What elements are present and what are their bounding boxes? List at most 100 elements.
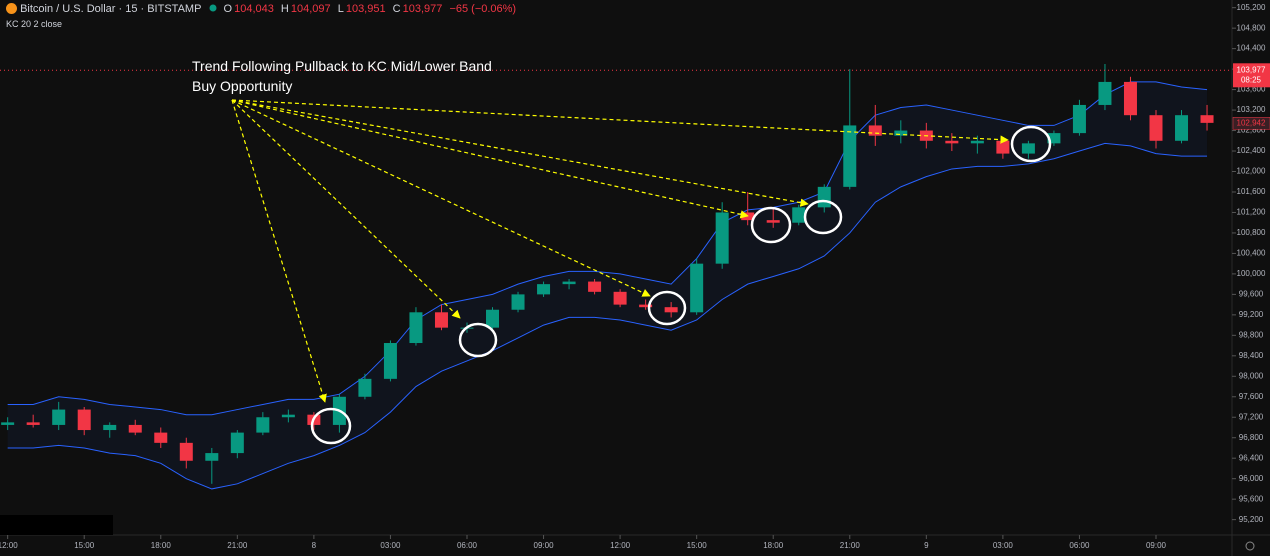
ohlc-value: 103,977 bbox=[402, 3, 443, 15]
annotation-text: Trend Following Pullback to KC Mid/Lower… bbox=[192, 56, 492, 96]
candle-body bbox=[970, 140, 984, 144]
candle-body bbox=[256, 417, 270, 433]
candle-body bbox=[205, 453, 219, 461]
candle-body bbox=[281, 414, 295, 418]
ohlc-key: O bbox=[223, 3, 233, 15]
y-tick-label: 102,400 bbox=[1237, 146, 1266, 155]
x-tick-label: 21:00 bbox=[840, 541, 861, 550]
candle-body bbox=[996, 140, 1010, 154]
candle-body bbox=[715, 212, 729, 264]
candle-body bbox=[154, 432, 168, 443]
status-dot bbox=[209, 4, 217, 12]
candle-body bbox=[1123, 81, 1137, 116]
candle-body bbox=[537, 284, 551, 295]
y-tick-label: 95,600 bbox=[1239, 494, 1264, 503]
annotation-arrow bbox=[231, 99, 327, 403]
candle-body bbox=[1, 422, 15, 425]
plot-area bbox=[1, 63, 1214, 490]
band-fill bbox=[7, 81, 1208, 489]
candle-body bbox=[409, 312, 423, 344]
band-price-label: 102,942 bbox=[1237, 118, 1266, 127]
candle-body bbox=[77, 409, 91, 431]
indicator-label[interactable]: KC 20 2 close bbox=[6, 19, 63, 29]
ohlc-value: 104,043 bbox=[234, 3, 274, 15]
y-tick-label: 100,800 bbox=[1237, 228, 1266, 237]
candle-body bbox=[817, 186, 831, 208]
y-tick-label: 99,600 bbox=[1239, 289, 1264, 298]
candle-body bbox=[562, 281, 576, 285]
btc-icon bbox=[6, 3, 17, 14]
annotation-arrow bbox=[231, 99, 1009, 144]
y-tick-label: 104,800 bbox=[1237, 23, 1266, 32]
y-tick-label: 103,600 bbox=[1237, 85, 1266, 94]
x-tick-label: 21:00 bbox=[227, 541, 248, 550]
y-tick-label: 101,600 bbox=[1237, 187, 1266, 196]
y-tick-label: 98,800 bbox=[1239, 330, 1264, 339]
symbol-title: Bitcoin / U.S. Dollar · 15 · BITSTAMP bbox=[20, 3, 202, 15]
keltner-band bbox=[7, 142, 1208, 490]
annotation-arrow bbox=[231, 99, 749, 219]
candle-body bbox=[664, 307, 678, 313]
x-tick-label: 09:00 bbox=[1146, 541, 1167, 550]
candle-body bbox=[179, 442, 193, 461]
x-tick-label: 8 bbox=[312, 541, 317, 550]
ohlc-value: 103,951 bbox=[345, 3, 386, 15]
keltner-band bbox=[7, 81, 1208, 416]
candle-body bbox=[1098, 81, 1112, 105]
y-tick-label: 100,400 bbox=[1237, 249, 1266, 258]
annotation-arrow bbox=[231, 99, 809, 207]
candle-body bbox=[511, 294, 525, 310]
highlight-circle bbox=[647, 290, 687, 326]
candle-body bbox=[894, 130, 908, 136]
y-tick-label: 101,200 bbox=[1237, 208, 1266, 217]
y-tick-label: 96,800 bbox=[1239, 433, 1264, 442]
candle-body bbox=[792, 207, 806, 223]
candle-body bbox=[588, 281, 602, 292]
candle-body bbox=[613, 291, 627, 305]
x-tick-label: 03:00 bbox=[993, 541, 1014, 550]
candle-body bbox=[103, 424, 117, 431]
annotation-arrow bbox=[231, 99, 651, 297]
settings-icon[interactable] bbox=[1245, 541, 1255, 551]
y-tick-label: 105,200 bbox=[1237, 3, 1266, 12]
y-tick-label: 102,000 bbox=[1237, 167, 1266, 176]
ohlc-key: H bbox=[280, 3, 289, 15]
x-tick-label: 06:00 bbox=[457, 541, 478, 550]
annotation-line: Buy Opportunity bbox=[192, 78, 293, 94]
y-tick-label: 96,000 bbox=[1239, 474, 1264, 483]
candle-body bbox=[1149, 115, 1163, 141]
candle-body bbox=[843, 125, 857, 187]
x-tick-label: 09:00 bbox=[534, 541, 555, 550]
x-tick-label: 15:00 bbox=[74, 541, 95, 550]
candle-body bbox=[690, 263, 704, 313]
candle-body bbox=[1175, 115, 1189, 141]
candle-body bbox=[26, 422, 40, 425]
y-tick-label: 96,400 bbox=[1239, 453, 1264, 462]
candle-body bbox=[945, 140, 959, 144]
highlight-circle bbox=[803, 199, 843, 235]
change: −65 (−0.06%) bbox=[449, 3, 517, 15]
highlight-circle bbox=[458, 322, 498, 358]
x-tick-label: 18:00 bbox=[151, 541, 172, 550]
highlight-circle bbox=[1010, 125, 1052, 163]
x-tick-label: 12:00 bbox=[0, 541, 18, 550]
countdown: 08:25 bbox=[1241, 75, 1262, 84]
candle-body bbox=[434, 312, 448, 328]
annotations bbox=[231, 99, 1052, 445]
y-tick-label: 97,600 bbox=[1239, 392, 1264, 401]
y-tick-label: 97,200 bbox=[1239, 412, 1264, 421]
band-price-tag bbox=[1232, 117, 1270, 130]
annotation-arrow bbox=[231, 99, 461, 319]
candle-body bbox=[486, 309, 500, 328]
candle-body bbox=[128, 424, 142, 433]
candle-body bbox=[1047, 133, 1061, 144]
x-tick-label: 06:00 bbox=[1069, 541, 1090, 550]
x-tick-label: 9 bbox=[924, 541, 929, 550]
highlight-circle bbox=[750, 206, 792, 244]
y-tick-label: 98,400 bbox=[1239, 351, 1264, 360]
candle-body bbox=[1200, 115, 1214, 123]
ohlc-key: L bbox=[337, 3, 344, 15]
